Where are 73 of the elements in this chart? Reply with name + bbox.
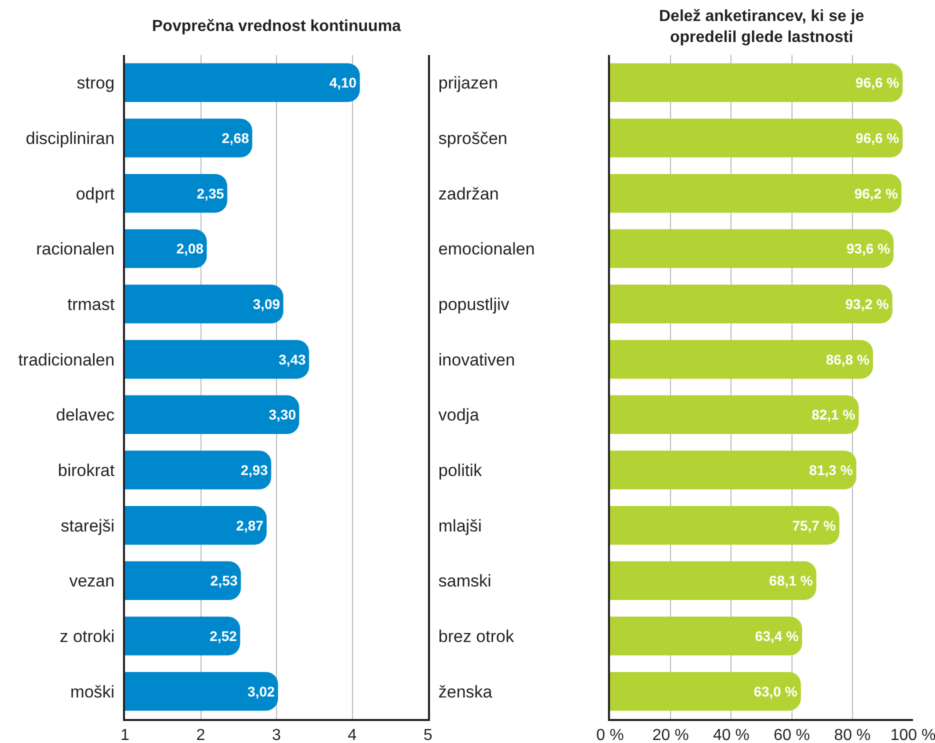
bar — [610, 672, 801, 711]
data-label: 96,2 % — [854, 185, 898, 202]
y-tick-label: z otroki — [60, 626, 115, 646]
x-tick-label: 80 % — [834, 727, 871, 743]
data-label: 2,68 — [222, 130, 250, 146]
y2-tick-label: mlajši — [438, 516, 482, 536]
data-label: 93,6 % — [846, 240, 891, 257]
bar — [610, 174, 902, 213]
bar — [610, 229, 894, 268]
bar — [610, 395, 859, 434]
data-label: 63,4 % — [754, 628, 800, 644]
x-tick-label: 1 — [120, 727, 130, 743]
y-tick-label: tradicionalen — [18, 350, 115, 370]
y2-tick-label: vodja — [438, 406, 480, 425]
y2-tick-label: prijazen — [438, 74, 498, 93]
x-tick-label: 100 % — [890, 727, 935, 743]
bar — [610, 561, 816, 600]
y2-tick-label: politik — [438, 460, 482, 480]
y-tick-label: strog — [76, 74, 115, 93]
data-label: 96,6 % — [856, 74, 900, 91]
y-tick-label: birokrat — [58, 460, 115, 480]
chart-title: Povprečna vrednost kontinuuma — [152, 18, 402, 35]
data-label: 86,8 % — [826, 351, 870, 368]
bar — [610, 340, 873, 379]
data-label: 81,3 % — [809, 462, 854, 478]
y2-tick-label: ženska — [438, 682, 493, 702]
y2-tick-label: inovativen — [438, 350, 515, 370]
data-label: 3,09 — [252, 296, 280, 312]
bar — [610, 63, 903, 102]
data-label: 4,10 — [329, 74, 357, 91]
y-tick-label: delavec — [56, 406, 116, 425]
data-label: 2,53 — [210, 572, 238, 589]
x-tick-label: 60 % — [774, 727, 810, 743]
bar — [610, 118, 903, 158]
y-tick-label: discipliniran — [26, 128, 115, 148]
data-label: 63,0 % — [754, 683, 798, 700]
data-label: 82,1 % — [812, 406, 856, 423]
data-label: 3,43 — [278, 351, 306, 368]
bar — [610, 506, 840, 545]
data-label: 96,6 % — [856, 130, 900, 146]
y-tick-label: racionalen — [36, 240, 115, 259]
bar — [610, 450, 856, 490]
y2-tick-label: sproščen — [438, 128, 508, 148]
x-tick-label: 3 — [272, 727, 282, 743]
x-tick-label: 20 % — [652, 727, 689, 743]
data-label: 75,7 % — [792, 517, 836, 534]
data-label: 68,1 % — [769, 572, 814, 589]
data-label: 2,08 — [176, 240, 204, 257]
y2-tick-label: zadržan — [438, 184, 499, 204]
x-tick-label: 0 % — [596, 727, 624, 743]
y2-tick-label: emocionalen — [438, 240, 535, 259]
data-label: 93,2 % — [845, 296, 890, 312]
x-tick-label: 40 % — [712, 727, 750, 743]
data-label: 3,30 — [268, 406, 296, 423]
data-label: 2,52 — [210, 628, 238, 644]
data-label: 2,93 — [240, 462, 268, 478]
bar — [610, 616, 802, 656]
x-tick-label: 5 — [424, 727, 433, 743]
chart-title: Delež anketirancev, ki se je opredelil glede lastnosti — [659, 8, 864, 46]
y-tick-label: moški — [70, 682, 115, 702]
bar — [610, 284, 892, 324]
y-tick-label: trmast — [67, 294, 115, 314]
y-tick-label: vezan — [69, 572, 115, 591]
data-label: 2,35 — [196, 185, 224, 202]
y-tick-label: odprt — [76, 184, 115, 204]
x-tick-label: 2 — [196, 727, 206, 743]
x-tick-label: 4 — [348, 727, 357, 743]
y2-tick-label: samski — [438, 572, 492, 591]
data-label: 3,02 — [248, 683, 275, 700]
data-label: 2,87 — [236, 517, 264, 534]
y2-tick-label: brez otrok — [438, 626, 514, 646]
y2-tick-label: popustljiv — [438, 294, 510, 314]
y-tick-label: starejši — [60, 516, 115, 536]
